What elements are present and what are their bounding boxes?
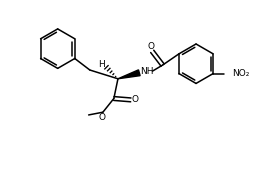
Text: O: O (132, 95, 139, 104)
Text: NH: NH (140, 68, 153, 76)
Text: O: O (99, 113, 106, 122)
Polygon shape (118, 70, 140, 79)
Text: H: H (98, 60, 105, 69)
Text: O: O (148, 42, 155, 51)
Text: NO₂: NO₂ (232, 69, 250, 78)
